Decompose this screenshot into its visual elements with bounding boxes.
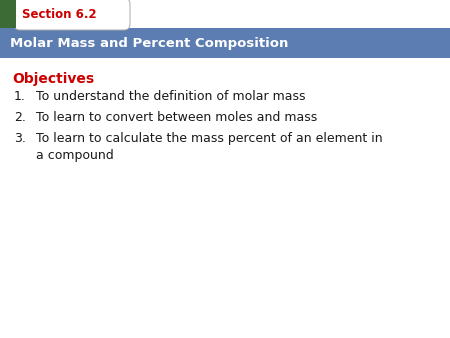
- Text: 2.: 2.: [14, 111, 26, 124]
- Text: 3.: 3.: [14, 132, 26, 145]
- Text: a compound: a compound: [36, 149, 114, 162]
- Text: Objectives: Objectives: [12, 72, 94, 86]
- Text: Section 6.2: Section 6.2: [22, 7, 97, 21]
- Text: To learn to calculate the mass percent of an element in: To learn to calculate the mass percent o…: [36, 132, 382, 145]
- Text: 1.: 1.: [14, 90, 26, 103]
- Text: To learn to convert between moles and mass: To learn to convert between moles and ma…: [36, 111, 317, 124]
- Text: To understand the definition of molar mass: To understand the definition of molar ma…: [36, 90, 306, 103]
- Bar: [0, 0, 16, 28]
- Bar: [0, 28, 450, 58]
- Text: Molar Mass and Percent Composition: Molar Mass and Percent Composition: [10, 37, 288, 49]
- FancyBboxPatch shape: [14, 0, 130, 30]
